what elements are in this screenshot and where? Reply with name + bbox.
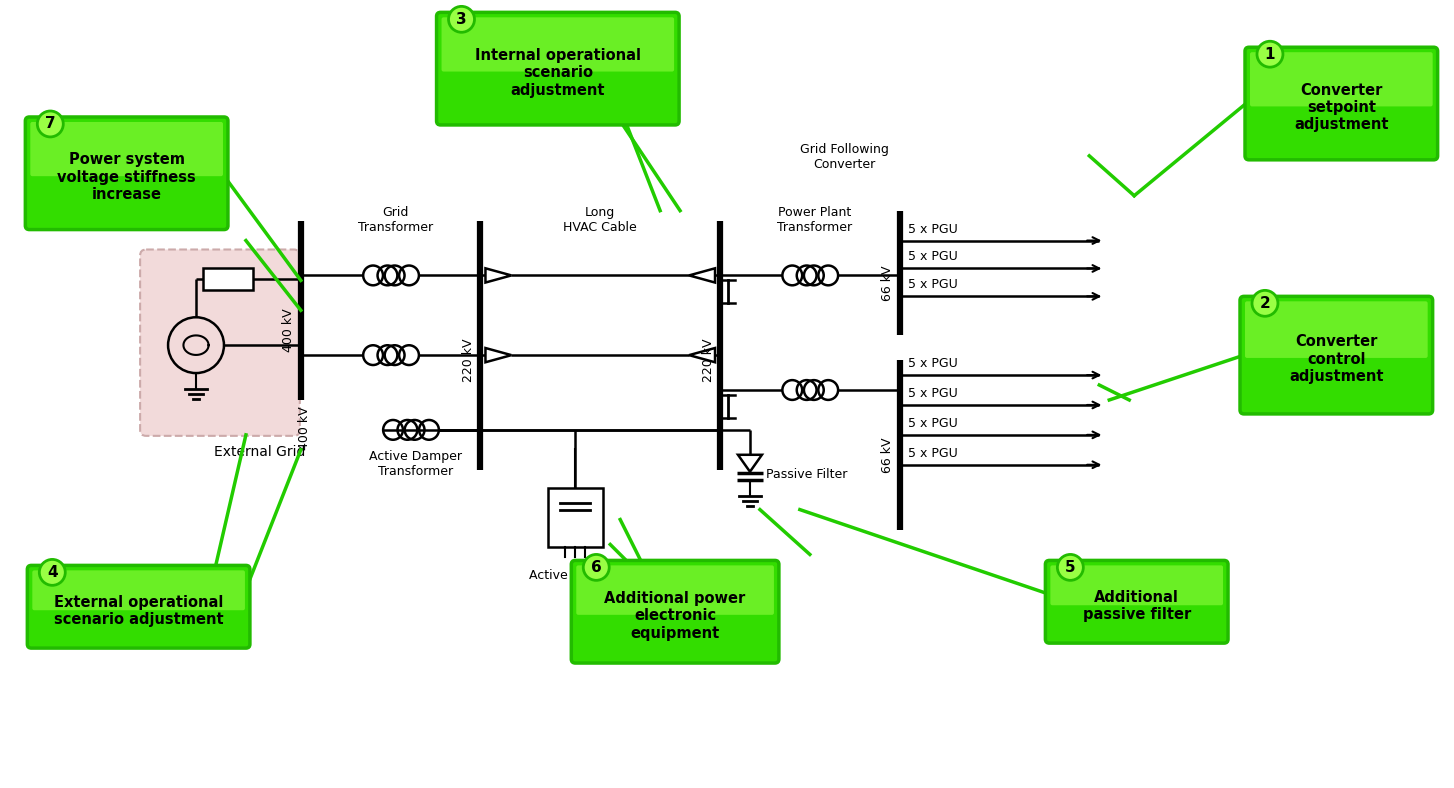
Text: 66 kV: 66 kV	[881, 265, 894, 301]
Text: 5 x PGU: 5 x PGU	[907, 357, 957, 370]
Text: 66 kV: 66 kV	[881, 437, 894, 473]
FancyBboxPatch shape	[1045, 560, 1229, 643]
FancyBboxPatch shape	[140, 250, 300, 436]
Circle shape	[1252, 290, 1278, 316]
FancyBboxPatch shape	[576, 566, 774, 615]
Text: Grid
Transformer: Grid Transformer	[358, 206, 433, 233]
FancyBboxPatch shape	[1240, 296, 1432, 414]
Circle shape	[1258, 41, 1282, 67]
Text: Converter
setpoint
adjustment: Converter setpoint adjustment	[1294, 83, 1389, 132]
Text: 220 kV: 220 kV	[462, 338, 475, 382]
Text: External operational
scenario adjustment: External operational scenario adjustment	[54, 594, 224, 627]
FancyBboxPatch shape	[442, 17, 675, 72]
Bar	[548, 488, 603, 548]
Text: Internal operational
scenario
adjustment: Internal operational scenario adjustment	[475, 48, 641, 98]
Circle shape	[38, 111, 64, 137]
Text: 400 kV: 400 kV	[282, 308, 295, 352]
Bar	[204, 269, 253, 290]
Text: Grid Following
Converter: Grid Following Converter	[800, 143, 890, 171]
Text: 3: 3	[457, 12, 467, 27]
Text: Active Damper
Transformer: Active Damper Transformer	[369, 450, 462, 478]
Text: Converter
control
adjustment: Converter control adjustment	[1290, 334, 1384, 384]
FancyBboxPatch shape	[436, 13, 679, 125]
Text: Power Plant
Transformer: Power Plant Transformer	[778, 206, 852, 233]
Circle shape	[448, 6, 474, 32]
Text: 5 x PGU: 5 x PGU	[907, 278, 957, 292]
Circle shape	[1057, 555, 1083, 580]
Text: 2: 2	[1259, 296, 1271, 310]
FancyBboxPatch shape	[1050, 566, 1223, 605]
Text: Long
HVAC Cable: Long HVAC Cable	[563, 206, 637, 233]
Text: 7: 7	[45, 117, 55, 132]
FancyBboxPatch shape	[571, 560, 779, 663]
Text: 5 x PGU: 5 x PGU	[907, 447, 957, 459]
Text: 5: 5	[1064, 560, 1076, 575]
Text: 5 x PGU: 5 x PGU	[907, 222, 957, 236]
FancyBboxPatch shape	[1245, 301, 1428, 358]
FancyBboxPatch shape	[1245, 47, 1438, 160]
Text: Passive Filter: Passive Filter	[766, 468, 848, 481]
Text: 6: 6	[590, 560, 602, 575]
Text: 5 x PGU: 5 x PGU	[907, 387, 957, 400]
Text: Additional
passive filter: Additional passive filter	[1083, 589, 1191, 622]
FancyBboxPatch shape	[1250, 52, 1432, 106]
Circle shape	[39, 559, 65, 585]
FancyBboxPatch shape	[28, 566, 250, 648]
Text: Active Damper: Active Damper	[529, 570, 622, 582]
Text: 400 kV: 400 kV	[298, 406, 311, 450]
FancyBboxPatch shape	[31, 122, 222, 177]
Text: 5 x PGU: 5 x PGU	[907, 251, 957, 263]
FancyBboxPatch shape	[32, 571, 244, 610]
Circle shape	[583, 555, 609, 580]
Text: 5 x PGU: 5 x PGU	[907, 417, 957, 430]
Text: 1: 1	[1265, 46, 1275, 61]
Text: 4: 4	[47, 565, 58, 580]
Text: External Grid: External Grid	[214, 444, 305, 459]
Text: 220 kV: 220 kV	[701, 338, 714, 382]
FancyBboxPatch shape	[25, 117, 228, 229]
Text: Additional power
electronic
equipment: Additional power electronic equipment	[605, 591, 746, 641]
Text: Power system
voltage stiffness
increase: Power system voltage stiffness increase	[57, 152, 196, 203]
